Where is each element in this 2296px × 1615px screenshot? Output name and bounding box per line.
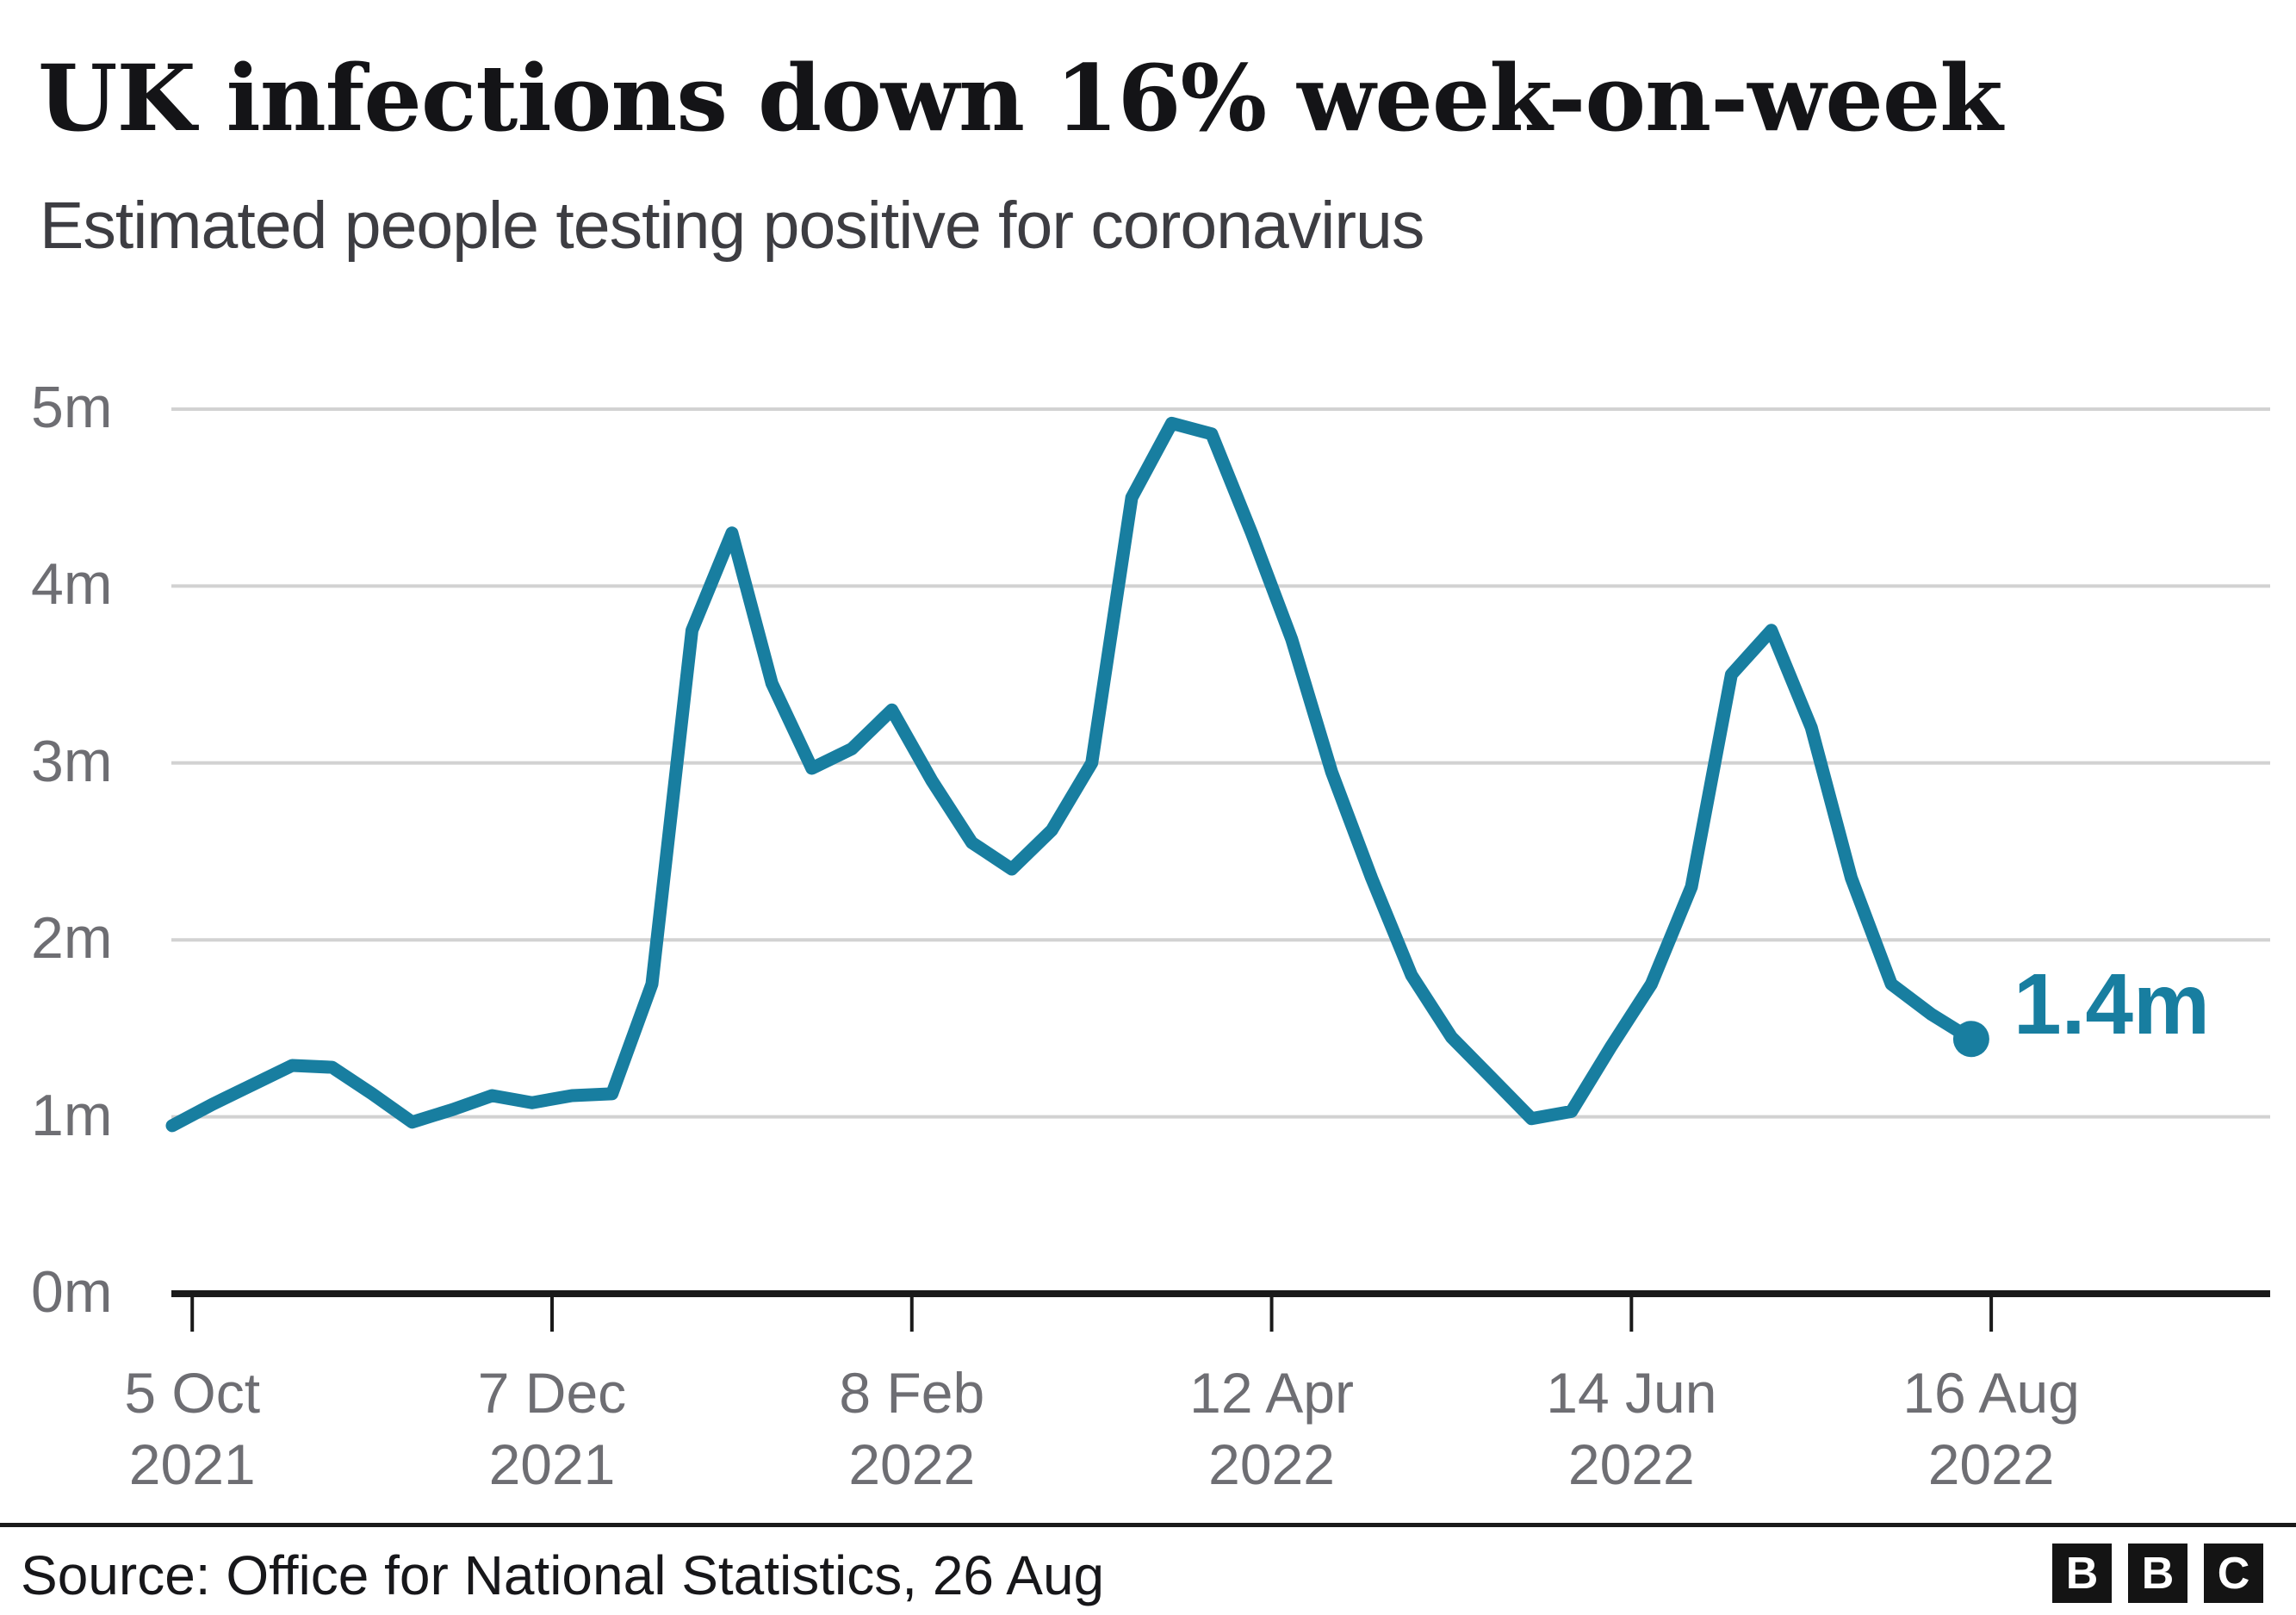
latest-value-label: 1.4m [2014,956,2210,1053]
y-axis-label-1m: 1m [31,1082,113,1148]
x-axis-label-date: 12 Apr [1189,1361,1354,1425]
footer-divider [0,1523,2296,1527]
latest-value-dot [1952,1021,1989,1058]
x-axis-label-date: 8 Feb [839,1361,985,1425]
x-axis-label-date: 16 Aug [1902,1361,2080,1425]
x-axis-label-16-Aug: 16 Aug 2022 [1845,1357,2138,1500]
x-axis-label-date: 5 Oct [124,1361,261,1425]
chart-subtitle: Estimated people testing positive for co… [40,189,1424,263]
x-axis-label-date: 14 Jun [1546,1361,1717,1425]
source-text: Source: Office for National Statistics, … [21,1544,1105,1606]
x-axis-label-year: 2022 [1208,1432,1335,1497]
bbc-logo-letter-3: C [2204,1544,2263,1603]
x-axis-label-12-Apr: 12 Apr 2022 [1126,1357,1418,1500]
x-axis-label-date: 7 Dec [477,1361,627,1425]
y-axis-label-2m: 2m [31,905,113,972]
x-axis-label-14-Jun: 14 Jun 2022 [1485,1357,1778,1500]
y-axis-label-4m: 4m [31,551,113,618]
x-axis-label-7-Dec: 7 Dec 2021 [406,1357,698,1500]
bbc-logo-letter-2: B [2128,1544,2187,1603]
y-axis-label-0m: 0m [31,1259,113,1325]
x-axis-label-5-Oct: 5 Oct 2021 [46,1357,338,1500]
chart-title: UK infections down 16% week-on-week [38,44,2003,152]
x-axis-label-year: 2022 [1927,1432,2055,1497]
bbc-logo-letter-1: B [2052,1544,2112,1603]
x-axis-label-year: 2022 [848,1432,976,1497]
x-axis-label-year: 2022 [1567,1432,1695,1497]
x-axis-label-year: 2021 [488,1432,616,1497]
y-axis-label-5m: 5m [31,375,113,440]
y-axis-label-3m: 3m [31,728,113,794]
x-axis-label-8-Feb: 8 Feb 2022 [766,1357,1058,1500]
infections-line-series [165,416,1978,1133]
x-axis-label-year: 2021 [128,1432,256,1497]
